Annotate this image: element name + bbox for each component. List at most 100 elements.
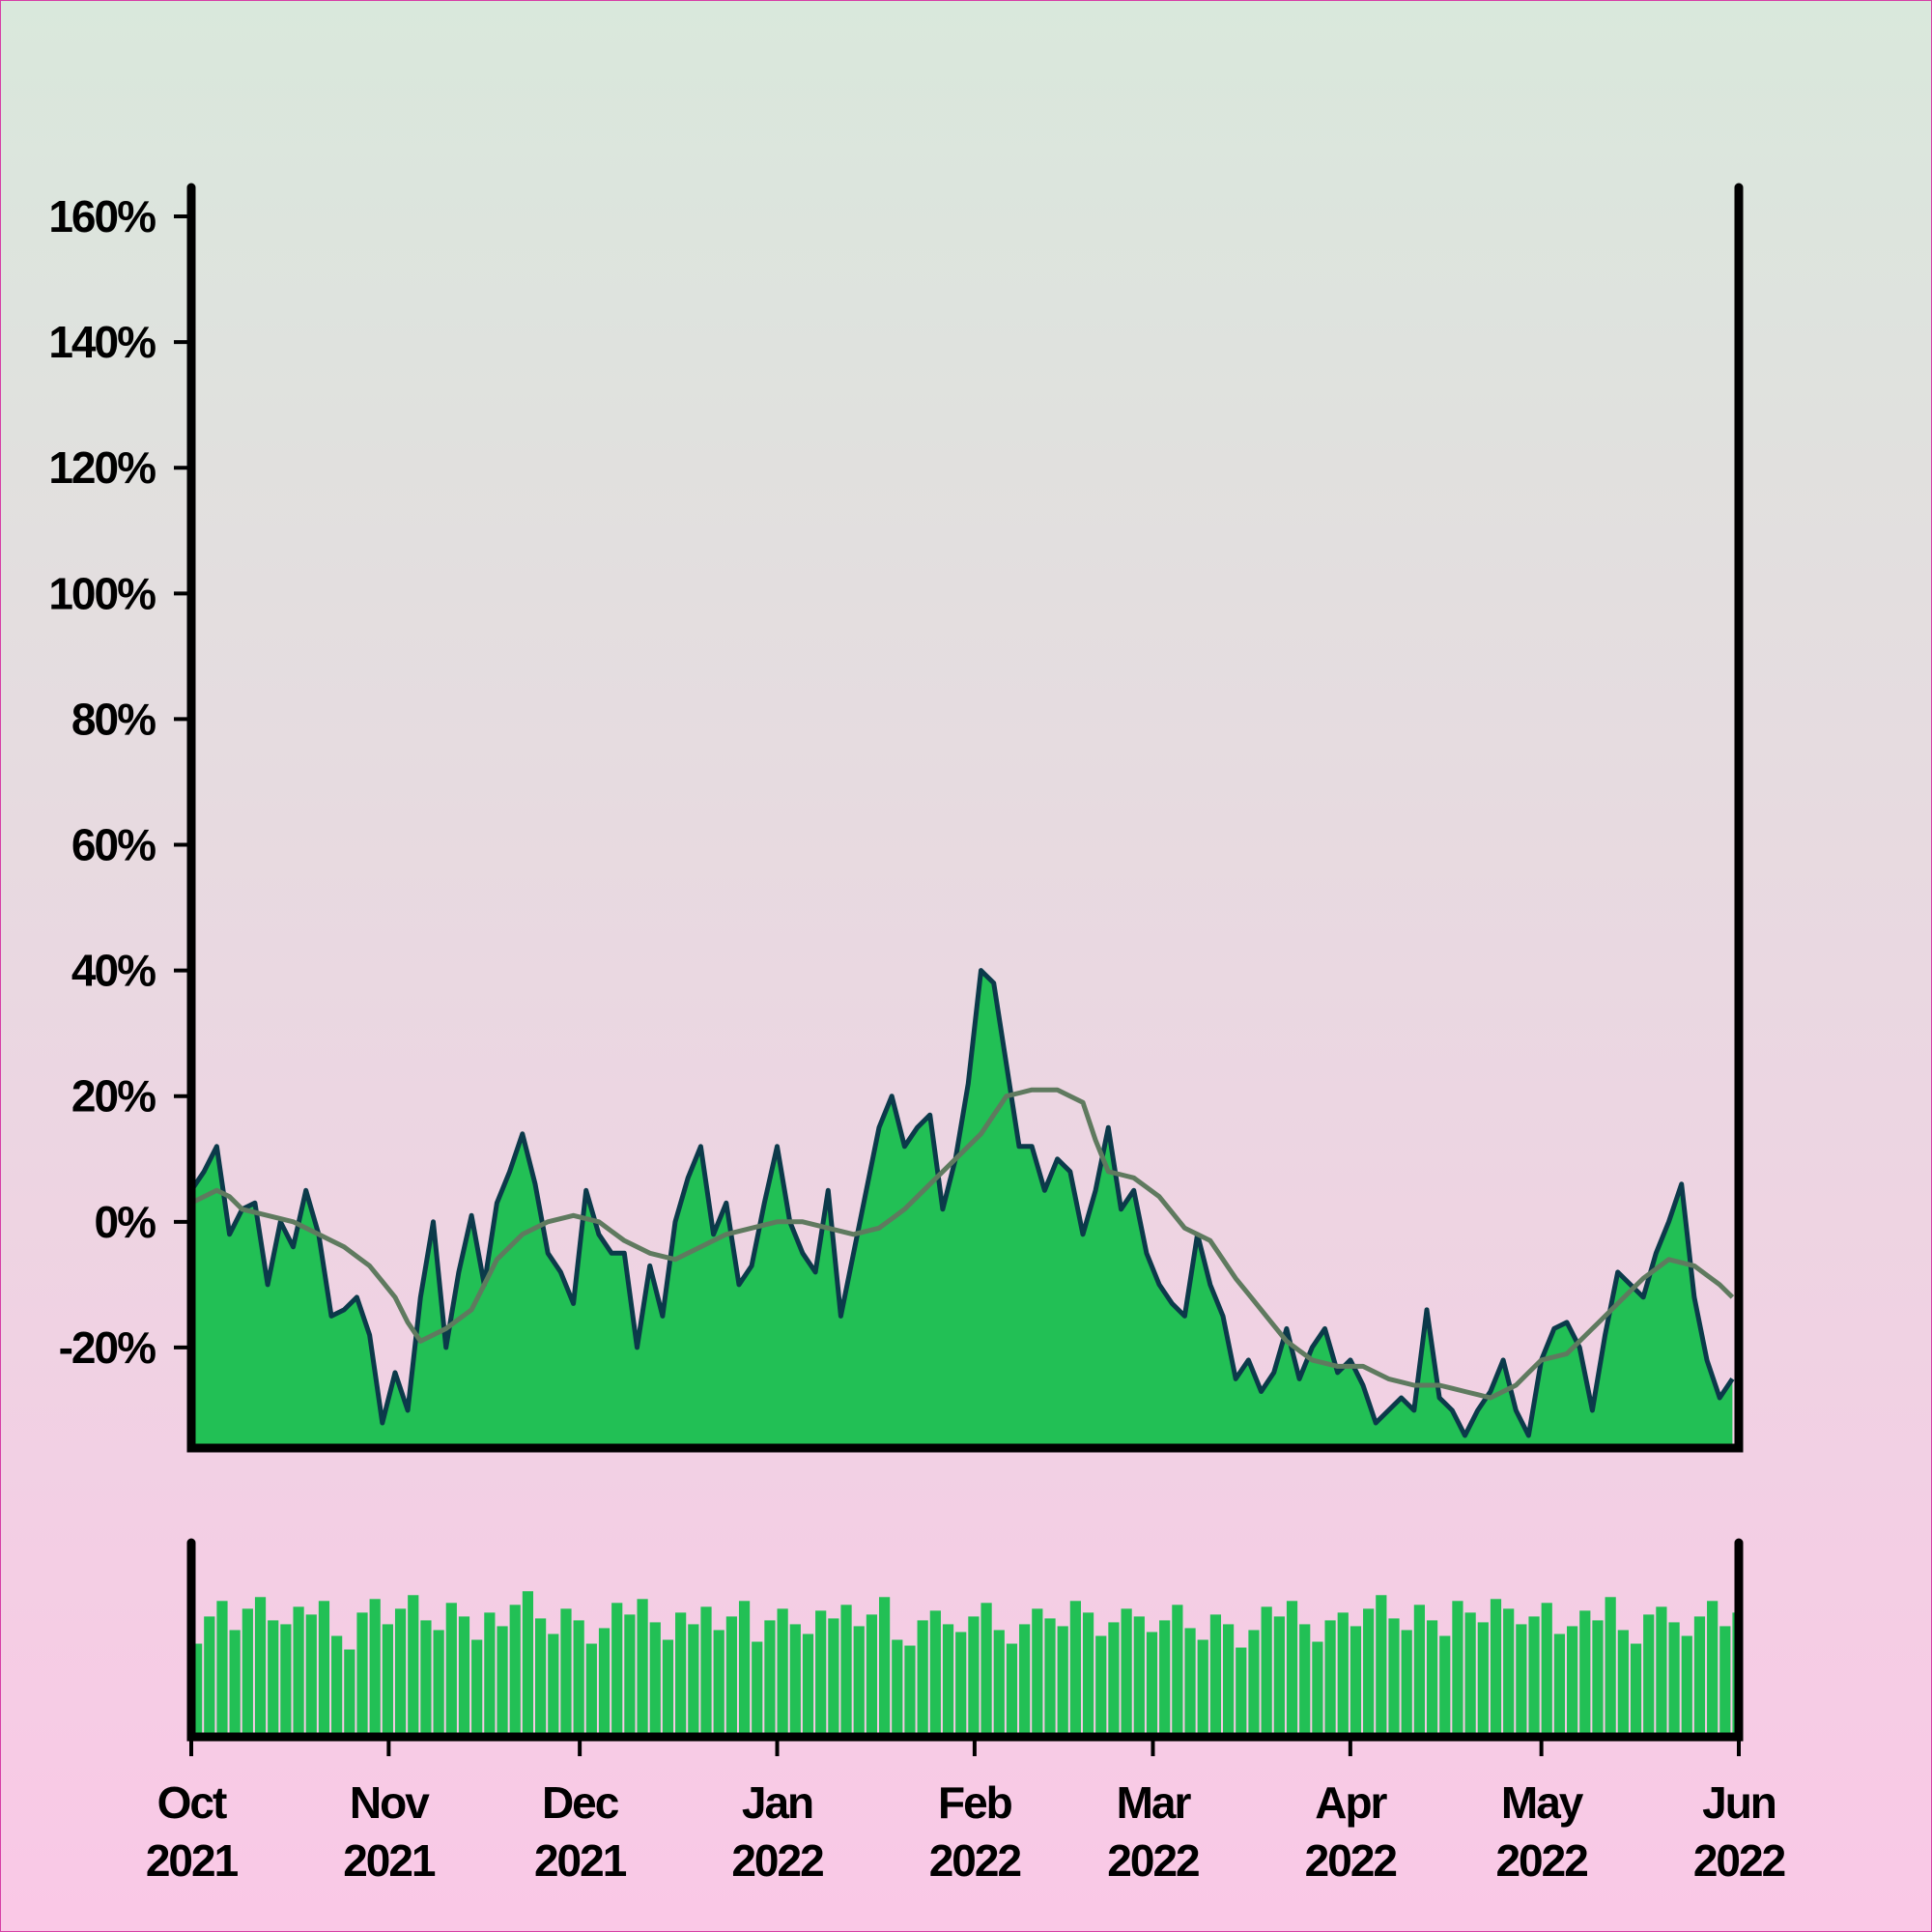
volume-bar — [1121, 1608, 1132, 1737]
volume-bar — [1541, 1603, 1552, 1737]
volume-bar — [611, 1603, 623, 1737]
volume-bar — [445, 1603, 457, 1737]
volume-bar — [229, 1630, 241, 1737]
volume-bar — [815, 1610, 827, 1737]
x-tick-label-line: 2022 — [1495, 1835, 1587, 1886]
volume-bar — [191, 1643, 203, 1737]
volume-bar — [458, 1616, 470, 1737]
volume-bar — [344, 1649, 355, 1737]
volume-bar — [1044, 1618, 1056, 1737]
volume-bar — [1236, 1647, 1247, 1737]
volume-bar — [725, 1616, 737, 1737]
y-tick-label: 80% — [71, 694, 156, 744]
volume-bar — [585, 1643, 597, 1737]
volume-bar — [497, 1626, 508, 1737]
volume-bar — [1401, 1630, 1412, 1737]
volume-bar — [216, 1601, 228, 1737]
x-tick-label: Mar 2022 — [1107, 1777, 1199, 1886]
volume-bar — [1617, 1630, 1629, 1737]
x-tick-label: Apr 2022 — [1305, 1777, 1397, 1886]
volume-bar — [1095, 1635, 1107, 1737]
volume-bar — [1082, 1612, 1094, 1737]
y-tick-label: 120% — [48, 442, 156, 493]
volume-bar — [1363, 1608, 1375, 1737]
volume-bar — [1592, 1620, 1604, 1737]
volume-bar — [1605, 1597, 1616, 1737]
volume-bar — [560, 1608, 572, 1737]
volume-bar — [942, 1624, 954, 1737]
volume-bar — [879, 1597, 891, 1737]
volume-bar — [331, 1635, 343, 1737]
volume-bar — [752, 1641, 763, 1737]
x-tick-label-line: Feb — [938, 1777, 1012, 1828]
volume-bar — [1032, 1608, 1043, 1737]
volume-bar — [892, 1639, 903, 1737]
x-tick-label-line: 2021 — [534, 1835, 627, 1886]
volume-bar — [789, 1624, 801, 1737]
volume-bar — [471, 1639, 483, 1737]
volume-bar — [1376, 1595, 1387, 1737]
area-line — [188, 968, 1735, 1438]
volume-bar — [1312, 1641, 1323, 1737]
volume-bar — [1464, 1612, 1476, 1737]
volume-bar — [853, 1626, 865, 1737]
x-tick-label-line: Oct — [157, 1777, 227, 1828]
volume-bar — [980, 1603, 992, 1737]
volume-bar — [624, 1614, 636, 1737]
volume-bar — [394, 1608, 407, 1737]
volume-bar — [968, 1616, 980, 1737]
volume-bar — [280, 1624, 292, 1737]
volume-bar — [802, 1634, 814, 1737]
x-tick-label-line: 2021 — [146, 1835, 239, 1886]
volume-bar — [1286, 1601, 1298, 1737]
x-tick-label-line: Jun — [1702, 1777, 1776, 1828]
y-tick-label: 140% — [48, 317, 156, 367]
volume-bar — [777, 1608, 788, 1737]
volume-bar — [675, 1612, 687, 1737]
volume-bar — [1388, 1618, 1400, 1737]
volume-bar — [1223, 1624, 1235, 1737]
x-tick-label: Jun 2022 — [1693, 1777, 1785, 1886]
area-fill — [191, 970, 1733, 1448]
x-tick-label-line: May — [1501, 1777, 1584, 1828]
volume-bar — [1503, 1608, 1515, 1737]
volume-bar — [917, 1620, 928, 1737]
y-tick-label: 160% — [48, 191, 156, 242]
volume-bar — [1452, 1601, 1463, 1737]
volume-bar — [1643, 1614, 1655, 1737]
volume-bar — [649, 1622, 661, 1737]
x-tick-label: Jan 2022 — [731, 1777, 823, 1886]
volume-bar — [1197, 1639, 1208, 1737]
volume-bar — [382, 1624, 393, 1737]
x-tick-label: Feb 2022 — [929, 1777, 1021, 1886]
x-tick-label-line: 2022 — [1693, 1835, 1785, 1886]
volume-bar — [1248, 1630, 1260, 1737]
axes-frame — [186, 183, 1744, 1453]
volume-bar — [1350, 1626, 1362, 1737]
volume-bar — [1057, 1626, 1068, 1737]
volume-bar — [1693, 1616, 1706, 1737]
volume-bar — [293, 1606, 304, 1737]
volume-bar — [318, 1601, 330, 1737]
volume-bar — [738, 1601, 751, 1737]
volume-bar — [1668, 1622, 1680, 1737]
volume-bar — [1261, 1606, 1272, 1737]
volume-bar — [1439, 1635, 1451, 1737]
volume-bar — [840, 1605, 852, 1737]
volume-bar — [268, 1620, 279, 1737]
volume-bar — [484, 1612, 496, 1737]
x-tick-label-line: Mar — [1117, 1777, 1192, 1828]
volume-bar — [764, 1620, 776, 1737]
volume-bar — [573, 1620, 584, 1737]
volume-bar — [713, 1630, 724, 1737]
volume-bar — [1516, 1624, 1527, 1737]
volume-bar — [955, 1632, 967, 1737]
volume-bar — [1413, 1605, 1425, 1737]
volume-bar — [1528, 1616, 1540, 1737]
volume-bar — [1656, 1606, 1667, 1737]
volume-bar — [904, 1645, 916, 1737]
y-tick-label: 40% — [71, 946, 156, 996]
volume-bar — [509, 1605, 521, 1737]
volume-bar — [1019, 1624, 1031, 1737]
volume-bar — [305, 1614, 317, 1737]
